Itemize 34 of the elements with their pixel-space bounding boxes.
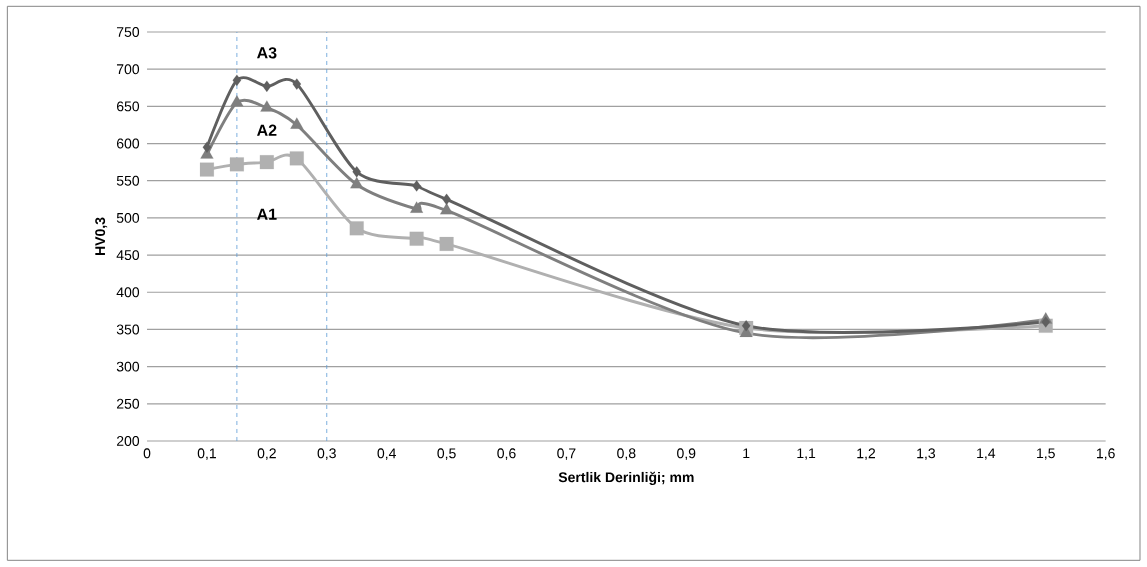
x-tick-label: 0,6 — [497, 448, 516, 460]
x-tick-label: 0,1 — [197, 448, 216, 460]
y-tick-label: 200 — [116, 436, 140, 446]
x-tick-label: 0,3 — [317, 448, 336, 460]
x-tick-label: 0,2 — [257, 448, 276, 460]
y-tick-label: 300 — [116, 361, 140, 372]
y-tick-label: 250 — [116, 398, 140, 409]
x-tick-label: 1,5 — [1037, 448, 1055, 460]
y-tick-label: 600 — [116, 138, 140, 149]
x-tick-label: 0 — [143, 448, 151, 459]
text: A1 — [257, 208, 277, 220]
x-axis-title: Sertlik Derinliği; mm — [558, 471, 694, 486]
x-tick-label: 0,9 — [677, 448, 696, 460]
x-tick-label: 0,5 — [437, 448, 456, 460]
x-tick-label: 1,6 — [1097, 448, 1115, 460]
y-tick-label: 550 — [116, 175, 140, 186]
y-tick-label: 650 — [116, 101, 140, 112]
x-tick-label: 1 — [743, 448, 750, 458]
x-tick-label: 0,8 — [617, 448, 636, 460]
y-tick-label: 750 — [116, 27, 140, 37]
x-tick-label: 0,4 — [377, 448, 396, 460]
y-tick-label: 500 — [116, 212, 140, 223]
x-tick-label: 0,7 — [557, 448, 576, 460]
y-tick-label: 700 — [116, 64, 140, 75]
y-tick-label: 450 — [116, 250, 140, 261]
x-tick-label: 1,4 — [977, 448, 996, 460]
x-tick-label: 1,2 — [857, 448, 876, 460]
series-label: A2 — [257, 124, 277, 136]
series-label: A3 — [257, 47, 277, 59]
y-tick-label: 350 — [116, 324, 140, 335]
y-axis-title: HV0,3 — [95, 217, 108, 255]
x-tick-label: 1,3 — [917, 448, 936, 460]
x-tick-label: 1,1 — [797, 448, 816, 460]
y-tick-label: 400 — [116, 287, 140, 298]
